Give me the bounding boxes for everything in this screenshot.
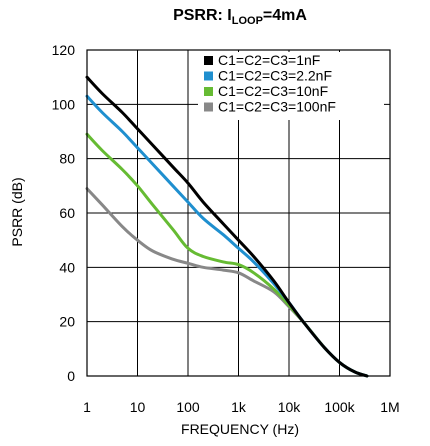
legend-swatch xyxy=(204,56,213,65)
chart-title-suffix: =4mA xyxy=(263,7,307,24)
x-tick-label: 1M xyxy=(380,399,399,415)
legend-label: C1=C2=C3=2.2nF xyxy=(218,68,332,84)
x-tick-label: 100 xyxy=(176,399,200,415)
x-tick-label: 10 xyxy=(130,399,146,415)
y-tick-label: 100 xyxy=(52,96,76,112)
y-tick-label: 60 xyxy=(59,205,75,221)
y-tick-label: 120 xyxy=(52,42,76,58)
y-tick-labels: 0 20 40 60 80 100 120 xyxy=(52,42,76,384)
legend: C1=C2=C3=1nFC1=C2=C3=2.2nFC1=C2=C3=10nFC… xyxy=(198,52,384,120)
x-tick-label: 1 xyxy=(83,399,91,415)
legend-label: C1=C2=C3=10nF xyxy=(218,83,328,99)
x-tick-labels: 1 10 100 1k 10k 100k 1M xyxy=(83,399,400,415)
series-line-c1-c2-c3-1nf xyxy=(85,75,369,378)
y-tick-label: 20 xyxy=(59,314,75,330)
y-tick-label: 0 xyxy=(67,368,75,384)
chart-title: PSRR: ILOOP=4mA xyxy=(173,7,307,27)
x-axis-label: FREQUENCY (Hz) xyxy=(181,421,299,437)
chart-title-subscript: LOOP xyxy=(232,15,263,27)
legend-label: C1=C2=C3=1nF xyxy=(218,52,320,68)
legend-background xyxy=(198,52,384,120)
x-tick-label: 1k xyxy=(231,399,247,415)
series-layer xyxy=(85,75,369,378)
chart-title-prefix: PSRR: I xyxy=(173,7,232,24)
legend-label: C1=C2=C3=100nF xyxy=(218,99,336,115)
legend-swatch xyxy=(204,71,213,81)
y-tick-label: 40 xyxy=(59,259,75,275)
x-tick-label: 10k xyxy=(278,399,302,415)
y-tick-label: 80 xyxy=(59,151,75,167)
legend-swatch xyxy=(204,87,213,96)
legend-swatch xyxy=(204,102,213,112)
series-line-c1-c2-c3-2.2nf xyxy=(85,94,369,378)
y-axis-label: PSRR (dB) xyxy=(9,177,25,246)
x-tick-label: 100k xyxy=(324,399,355,415)
plot-frame xyxy=(86,49,391,377)
series-line-c1-c2-c3-10nf xyxy=(85,132,369,378)
